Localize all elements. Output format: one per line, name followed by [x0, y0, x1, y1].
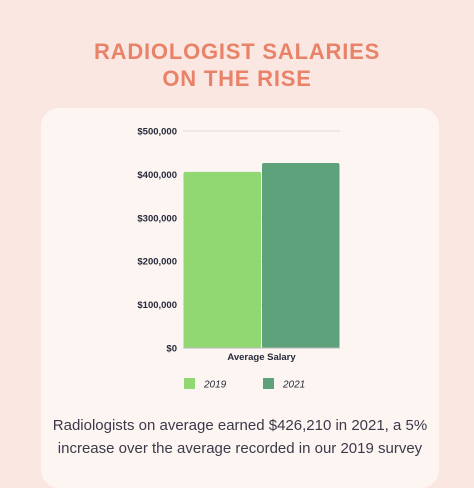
legend-label-2019: 2019: [203, 380, 227, 391]
bar-2021: [262, 163, 340, 348]
page-title: RADIOLOGIST SALARIES ON THE RISE: [0, 38, 474, 92]
y-tick-label: $100,000: [137, 300, 177, 311]
y-tick-label: $400,000: [137, 170, 177, 181]
title-line-1: RADIOLOGIST SALARIES: [93, 39, 381, 64]
title-line-2: ON THE RISE: [162, 66, 312, 91]
salary-bar-chart: $0 $100,000 $200,000 $300,000 $400,000 $500,0…: [137, 127, 340, 391]
legend-label-2021: 2021: [282, 380, 305, 391]
y-tick-label: $200,000: [137, 257, 177, 268]
chart-card: $0 $100,000 $200,000 $300,000 $400,000 $500,0…: [41, 108, 439, 488]
x-category-label: Average Salary: [227, 352, 296, 363]
bar-2019: [183, 171, 261, 348]
legend-swatch-2021: [263, 378, 274, 389]
y-tick-label: $0: [166, 344, 177, 355]
legend-swatch-2019: [184, 378, 195, 389]
y-tick-label: $500,000: [137, 127, 177, 138]
y-tick-label: $300,000: [137, 213, 177, 224]
chart-caption: Radiologists on average earned $426,210 …: [52, 417, 428, 457]
